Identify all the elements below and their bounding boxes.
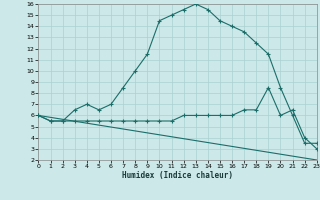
X-axis label: Humidex (Indice chaleur): Humidex (Indice chaleur) [122, 171, 233, 180]
